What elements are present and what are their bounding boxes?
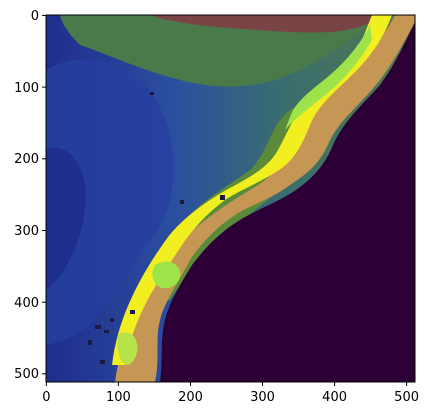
coastline-lime-band bbox=[285, 25, 372, 130]
y-tick-label: 0 bbox=[31, 9, 39, 24]
northern-green-region bbox=[60, 15, 380, 87]
inland-blue-region bbox=[46, 59, 174, 345]
y-axis: 0 100 200 300 400 500 bbox=[14, 9, 46, 382]
inland-dark-blue-region bbox=[46, 148, 86, 290]
y-tick-label: 300 bbox=[14, 224, 39, 239]
coastline-lime-patch-mid bbox=[152, 261, 181, 289]
coastline-yellow-band bbox=[112, 15, 392, 365]
continental-shelf bbox=[115, 15, 415, 382]
coastline-lime-patch-south bbox=[117, 332, 138, 365]
noise-speckles bbox=[88, 92, 225, 364]
x-axis: 0 100 200 300 400 500 bbox=[42, 382, 419, 405]
x-tick-label: 0 bbox=[42, 390, 50, 405]
x-tick-label: 100 bbox=[106, 390, 131, 405]
y-tick-label: 500 bbox=[14, 367, 39, 382]
x-tick-label: 300 bbox=[250, 390, 275, 405]
x-tick-label: 200 bbox=[178, 390, 203, 405]
x-tick-label: 500 bbox=[394, 390, 419, 405]
heatmap-image bbox=[46, 15, 415, 382]
y-tick-label: 400 bbox=[14, 296, 39, 311]
northern-red-region bbox=[150, 15, 380, 33]
ocean-region bbox=[160, 22, 415, 382]
y-tick-label: 200 bbox=[14, 152, 39, 167]
y-tick-label: 100 bbox=[14, 81, 39, 96]
x-tick-label: 400 bbox=[322, 390, 347, 405]
axes-frame bbox=[45, 14, 416, 383]
